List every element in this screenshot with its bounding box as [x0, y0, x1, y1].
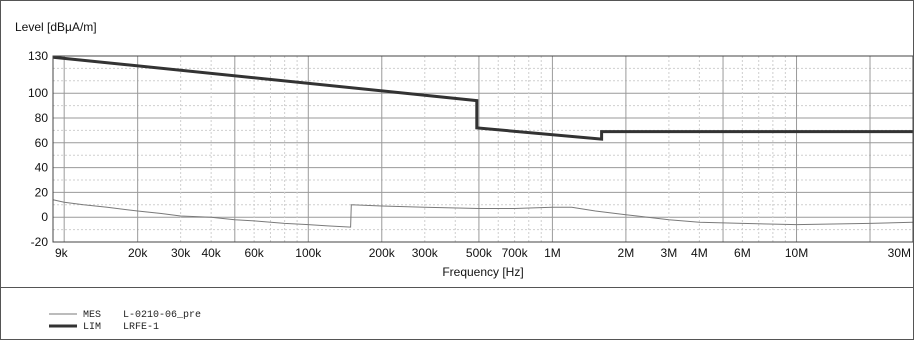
y-tick-label: 20: [35, 185, 49, 199]
x-tick-label: 30k: [171, 246, 191, 260]
x-tick-label: 30M: [888, 246, 911, 260]
x-tick-label: 200k: [369, 246, 396, 260]
x-tick-label: 20k: [128, 246, 148, 260]
y-tick-label: 40: [35, 161, 49, 175]
series-lines: [52, 55, 913, 228]
series-line-mes: [52, 199, 913, 228]
legend-item-mes: MES L-0210-06_pre: [13, 296, 201, 321]
y-axis-ticks: 130 100 80 60 40 20 0 -20: [28, 49, 48, 249]
legend-item-lim: LIM LRFE-1: [13, 308, 159, 333]
legend-series-name: MES: [83, 310, 102, 321]
plot-area-border: [52, 55, 913, 243]
x-axis-label: Frequency [Hz]: [442, 265, 523, 279]
x-tick-label: 300k: [412, 246, 439, 260]
x-tick-label: 100k: [295, 246, 322, 260]
x-tick-label: 60k: [244, 246, 264, 260]
x-tick-label: 4M: [691, 246, 708, 260]
x-tick-label: 3M: [661, 246, 678, 260]
legend-swatch-lim: [49, 324, 78, 328]
y-tick-label: -20: [31, 235, 49, 249]
y-tick-label: 60: [35, 136, 49, 150]
emission-chart: Level [dBµA/m] Frequency [Hz] 130 100 80 60…: [15, 20, 913, 279]
y-axis-label: Level [dBµA/m]: [15, 20, 97, 34]
x-tick-label: 2M: [618, 246, 635, 260]
y-tick-label: 130: [28, 49, 48, 63]
x-tick-label: 40k: [201, 246, 221, 260]
x-axis-ticks: 9k 20k 30k 40k 60k 100k 200k 300k 500k 700k 1M 2M 3M…: [55, 246, 911, 260]
y-tick-label: 80: [35, 111, 49, 125]
legend-series-name: LIM: [83, 322, 102, 333]
x-tick-label: 9k: [55, 246, 69, 260]
legend-series-label: LRFE-1: [123, 322, 160, 333]
chart-frame: Level [dBµA/m] Frequency [Hz] 130 100 80 60…: [0, 0, 914, 340]
x-tick-label: 6M: [734, 246, 751, 260]
legend-series-label: L-0210-06_pre: [123, 310, 202, 321]
legend: MES L-0210-06_pre LIM LRFE-1: [1, 287, 913, 340]
x-tick-label: 500k: [466, 246, 493, 260]
y-tick-label: 0: [41, 210, 48, 224]
x-tick-label: 10M: [785, 246, 808, 260]
x-tick-label: 700k: [502, 246, 529, 260]
y-tick-label: 100: [28, 86, 48, 100]
grid: [52, 55, 913, 243]
legend-swatch-mes: [49, 313, 78, 315]
x-tick-label: 1M: [544, 246, 561, 260]
series-line-lim: [52, 55, 913, 141]
